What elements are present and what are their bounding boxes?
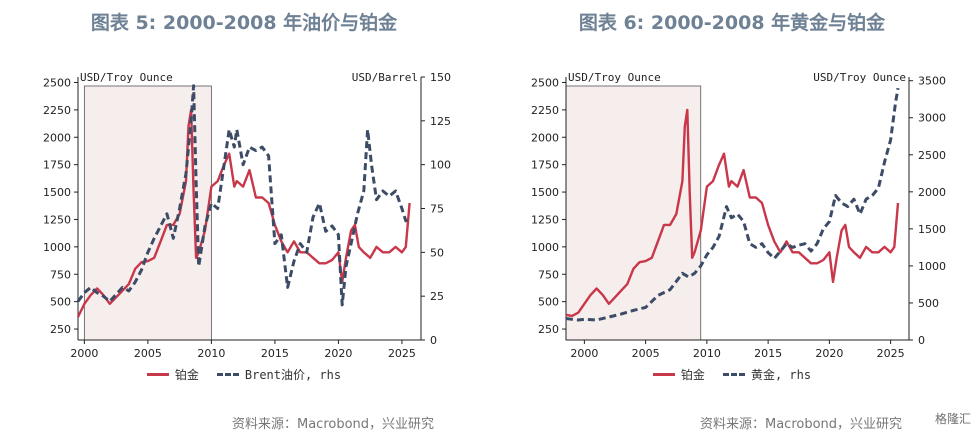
- left-tick-label: 2500: [43, 76, 71, 89]
- x-tick-label: 2000: [70, 347, 98, 360]
- left-tick-label: 750: [538, 268, 559, 281]
- x-tick-label: 2020: [324, 347, 352, 360]
- right-axis-unit: USD/Troy Ounce: [813, 71, 906, 84]
- x-tick-label: 2010: [693, 347, 721, 360]
- right-tick-label: 2500: [918, 149, 946, 162]
- chart-title: 图表 6: 2000-2008 年黄金与铂金: [578, 12, 886, 34]
- left-tick-label: 2000: [43, 131, 71, 144]
- left-tick-label: 250: [538, 323, 559, 336]
- chart-svg: 250 500 750 1000 1250 1500 1750 2000 2250 2500 0 50…: [531, 71, 946, 360]
- x-tick-label: 2015: [754, 347, 782, 360]
- legend-swatch: [722, 373, 745, 376]
- right-tick-label: 75: [430, 203, 444, 216]
- right-tick-label: 150: [430, 71, 451, 84]
- left-tick-label: 1000: [43, 241, 71, 254]
- legend-label: Brent油价, rhs: [244, 368, 342, 382]
- right-tick-label: 1000: [918, 260, 946, 273]
- left-tick-label: 500: [50, 296, 71, 309]
- left-tick-label: 1500: [43, 186, 71, 199]
- source-note: 资料来源：Macrobond，兴业研究: [700, 417, 903, 432]
- left-tick-label: 1500: [531, 186, 559, 199]
- series-line-dashed: [76, 84, 411, 307]
- left-axis-unit: USD/Troy Ounce: [568, 71, 661, 84]
- legend-swatch: [146, 373, 169, 376]
- legend-item-platinum: 铂金: [146, 366, 199, 383]
- x-tick-label: 2025: [877, 347, 905, 360]
- left-tick-label: 2500: [531, 76, 559, 89]
- chart-legend: 铂金 Brent油价, rhs: [0, 366, 488, 383]
- x-tick-label: 2020: [815, 347, 843, 360]
- right-tick-label: 500: [918, 297, 939, 310]
- legend-label: 铂金: [680, 368, 705, 382]
- chart-panel-oil-platinum: 图表 5: 2000-2008 年油价与铂金 250 500 750 1000 1250…: [0, 0, 488, 440]
- legend-swatch: [652, 373, 675, 376]
- left-tick-label: 500: [538, 296, 559, 309]
- legend-label: 黄金, rhs: [750, 368, 812, 382]
- left-tick-label: 750: [50, 268, 71, 281]
- chart-legend: 铂金 黄金, rhs: [488, 366, 976, 383]
- legend-item-platinum: 铂金: [652, 366, 705, 383]
- chart-title: 图表 5: 2000-2008 年油价与铂金: [90, 12, 398, 34]
- left-axis-unit: USD/Troy Ounce: [80, 71, 173, 84]
- legend-item-brent: Brent油价, rhs: [216, 366, 342, 383]
- legend-item-gold: 黄金, rhs: [722, 366, 812, 383]
- x-tick-label: 2010: [197, 347, 225, 360]
- left-tick-label: 1000: [531, 241, 559, 254]
- left-tick-label: 1250: [531, 213, 559, 226]
- right-tick-label: 0: [430, 334, 437, 347]
- x-tick-label: 2005: [134, 347, 162, 360]
- x-tick-label: 2005: [632, 347, 660, 360]
- chart-panel-gold-platinum: 图表 6: 2000-2008 年黄金与铂金 250 500 750 1000 1250…: [488, 0, 976, 440]
- right-tick-label: 100: [430, 159, 451, 172]
- x-tick-label: 2015: [261, 347, 289, 360]
- left-tick-label: 2000: [531, 131, 559, 144]
- x-tick-label: 2025: [388, 347, 416, 360]
- right-tick-label: 0: [918, 334, 925, 347]
- right-tick-label: 1500: [918, 223, 946, 236]
- x-tick-label: 2000: [570, 347, 598, 360]
- chart-svg: 250 500 750 1000 1250 1500 1750 2000 2250 2500 0 25…: [43, 71, 451, 360]
- right-tick-label: 3500: [918, 75, 946, 88]
- right-tick-label: 125: [430, 115, 451, 128]
- right-tick-label: 50: [430, 246, 444, 259]
- series-line-dashed: [565, 87, 900, 322]
- watermark-logo: 格隆汇: [934, 412, 971, 426]
- left-tick-label: 1250: [43, 213, 71, 226]
- left-tick-label: 250: [50, 323, 71, 336]
- right-tick-label: 3000: [918, 112, 946, 125]
- legend-label: 铂金: [174, 368, 199, 382]
- left-tick-label: 1750: [531, 159, 559, 172]
- right-axis-unit: USD/Barrel: [352, 71, 418, 84]
- left-tick-label: 1750: [43, 159, 71, 172]
- right-tick-label: 2000: [918, 186, 946, 199]
- legend-swatch: [216, 373, 239, 376]
- right-tick-label: 25: [430, 290, 444, 303]
- source-note: 资料来源：Macrobond，兴业研究: [232, 417, 435, 432]
- left-tick-label: 2250: [43, 104, 71, 117]
- left-tick-label: 2250: [531, 104, 559, 117]
- series-line-solid: [565, 108, 900, 318]
